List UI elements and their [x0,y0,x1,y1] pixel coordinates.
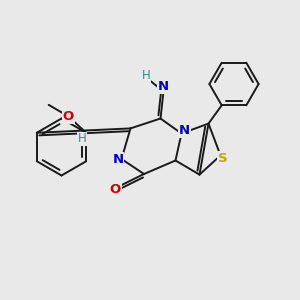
Text: H: H [142,69,151,82]
Text: O: O [63,110,74,123]
Text: N: N [158,80,169,94]
Text: H: H [78,133,86,146]
Text: N: N [112,153,124,166]
Text: O: O [110,183,121,196]
Text: N: N [179,124,190,137]
Text: S: S [218,152,228,165]
